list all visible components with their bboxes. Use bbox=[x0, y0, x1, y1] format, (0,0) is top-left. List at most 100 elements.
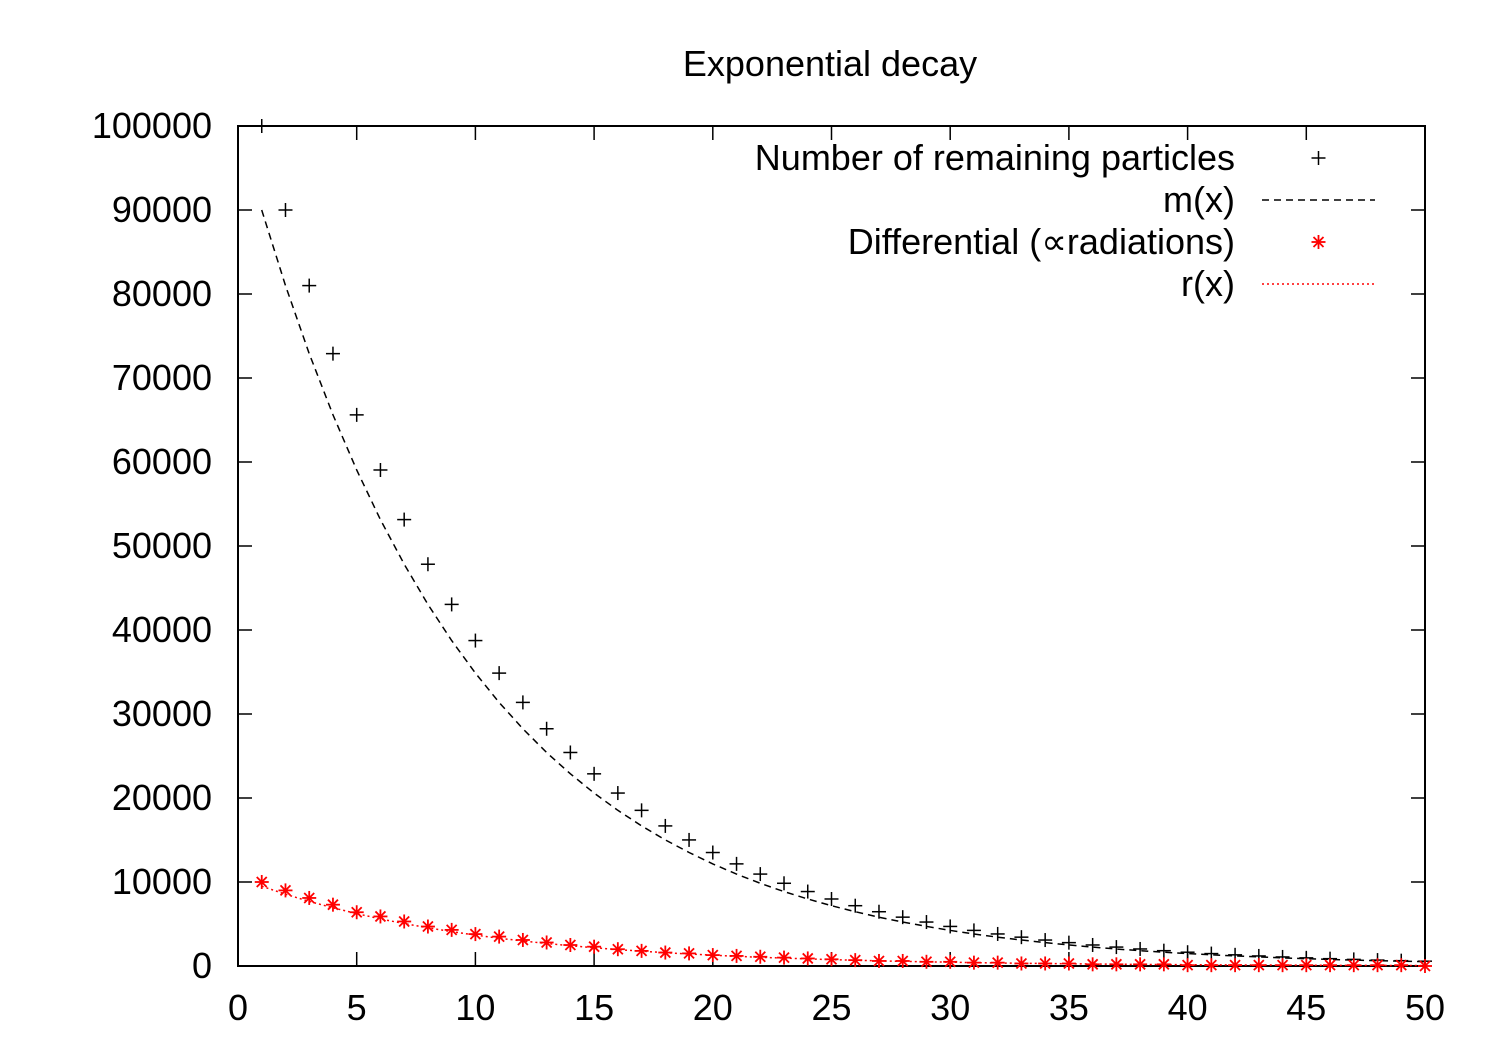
x-tick-label: 40 bbox=[1168, 987, 1208, 1028]
marker-stroke-d2 bbox=[1181, 959, 1194, 971]
data-point bbox=[966, 955, 981, 970]
series-1 bbox=[254, 119, 1432, 969]
marker-stroke-d2 bbox=[897, 955, 909, 967]
data-point bbox=[800, 951, 815, 966]
marker-stroke-d2 bbox=[493, 930, 505, 943]
x-tick-label: 45 bbox=[1286, 987, 1326, 1028]
legend-marker-sample bbox=[1311, 151, 1326, 165]
marker-stroke-d2 bbox=[778, 951, 790, 964]
marker-stroke-d2 bbox=[1312, 236, 1325, 248]
data-point bbox=[325, 897, 340, 912]
data-point bbox=[1156, 943, 1171, 958]
marker-stroke-d2 bbox=[351, 906, 363, 918]
y-tick-label: 40000 bbox=[112, 609, 212, 650]
x-tick-label: 20 bbox=[693, 987, 733, 1028]
data-point bbox=[705, 948, 720, 963]
data-point bbox=[800, 884, 815, 899]
data-point bbox=[871, 953, 886, 968]
data-point bbox=[824, 891, 839, 906]
legend-marker-sample bbox=[1311, 235, 1326, 249]
plot-area bbox=[254, 119, 1432, 973]
data-point bbox=[895, 910, 910, 925]
series-3 bbox=[254, 875, 1432, 973]
x-tick-label: 0 bbox=[228, 987, 248, 1028]
marker-stroke-d2 bbox=[469, 928, 482, 940]
plot-frame bbox=[237, 125, 1426, 967]
data-point bbox=[492, 929, 507, 944]
data-point bbox=[943, 919, 958, 934]
data-point bbox=[705, 845, 720, 860]
data-point bbox=[587, 939, 602, 954]
data-point bbox=[1014, 930, 1029, 945]
data-point bbox=[587, 766, 602, 781]
legend-label: Number of remaining particles bbox=[755, 137, 1235, 178]
data-point bbox=[1109, 940, 1124, 955]
data-point bbox=[729, 856, 744, 871]
data-point bbox=[468, 927, 483, 942]
legend-label: r(x) bbox=[1181, 263, 1235, 304]
data-point bbox=[990, 926, 1005, 941]
data-point bbox=[492, 666, 507, 681]
data-point bbox=[658, 818, 673, 833]
data-point bbox=[610, 942, 625, 957]
data-point bbox=[1275, 958, 1290, 973]
data-point bbox=[919, 915, 934, 930]
x-tick-label: 15 bbox=[574, 987, 614, 1028]
data-point bbox=[1180, 958, 1195, 973]
data-point bbox=[1038, 933, 1053, 948]
y-tick-label: 20000 bbox=[112, 777, 212, 818]
marker-stroke-d2 bbox=[873, 955, 885, 967]
x-tick-label: 10 bbox=[455, 987, 495, 1028]
data-point bbox=[349, 905, 364, 920]
y-tick-label: 10000 bbox=[112, 861, 212, 902]
legend: Number of remaining particlesm(x)Differe… bbox=[755, 137, 1375, 304]
marker-stroke-d2 bbox=[683, 947, 695, 960]
data-point bbox=[349, 407, 364, 422]
x-tick-label: 5 bbox=[347, 987, 367, 1028]
marker-stroke-d2 bbox=[540, 936, 553, 949]
marker-stroke-d2 bbox=[1063, 957, 1075, 970]
marker-stroke-d2 bbox=[1087, 958, 1099, 970]
marker-stroke-d2 bbox=[1158, 958, 1170, 970]
data-point bbox=[777, 950, 792, 965]
series-line bbox=[260, 209, 1426, 963]
data-point bbox=[563, 745, 578, 760]
marker-stroke-d2 bbox=[422, 920, 434, 933]
data-point bbox=[515, 932, 530, 947]
data-point bbox=[871, 904, 886, 919]
marker-stroke-d2 bbox=[446, 924, 458, 936]
series-line bbox=[261, 885, 1425, 967]
x-tick-label: 25 bbox=[811, 987, 851, 1028]
data-point bbox=[539, 721, 554, 736]
legend-entry: Differential (∝radiations) bbox=[848, 221, 1326, 262]
marker-stroke-d2 bbox=[374, 910, 387, 923]
legend-entry: m(x) bbox=[1163, 179, 1375, 220]
data-point bbox=[325, 346, 340, 361]
marker-stroke-d2 bbox=[1371, 959, 1384, 971]
data-point bbox=[634, 803, 649, 818]
data-point bbox=[848, 898, 863, 913]
chart-title: Exponential decay bbox=[683, 43, 977, 84]
series-2 bbox=[260, 209, 1426, 963]
marker-stroke-d2 bbox=[1276, 959, 1289, 971]
data-point bbox=[990, 955, 1005, 970]
data-point bbox=[1133, 941, 1148, 956]
marker-stroke-d2 bbox=[968, 957, 980, 969]
marker-stroke-d2 bbox=[303, 892, 315, 904]
x-tick-label: 30 bbox=[930, 987, 970, 1028]
data-point bbox=[373, 909, 388, 924]
data-point bbox=[373, 462, 388, 477]
marker-stroke-d2 bbox=[1348, 959, 1360, 971]
data-point bbox=[302, 278, 317, 293]
data-point bbox=[1370, 958, 1385, 973]
data-point bbox=[302, 890, 317, 905]
data-point bbox=[682, 946, 697, 961]
data-point bbox=[278, 203, 293, 217]
y-tick-label: 100000 bbox=[92, 105, 212, 146]
marker-stroke-d2 bbox=[327, 899, 339, 911]
data-point bbox=[420, 557, 435, 572]
data-point bbox=[610, 786, 625, 801]
data-point bbox=[1085, 937, 1100, 952]
